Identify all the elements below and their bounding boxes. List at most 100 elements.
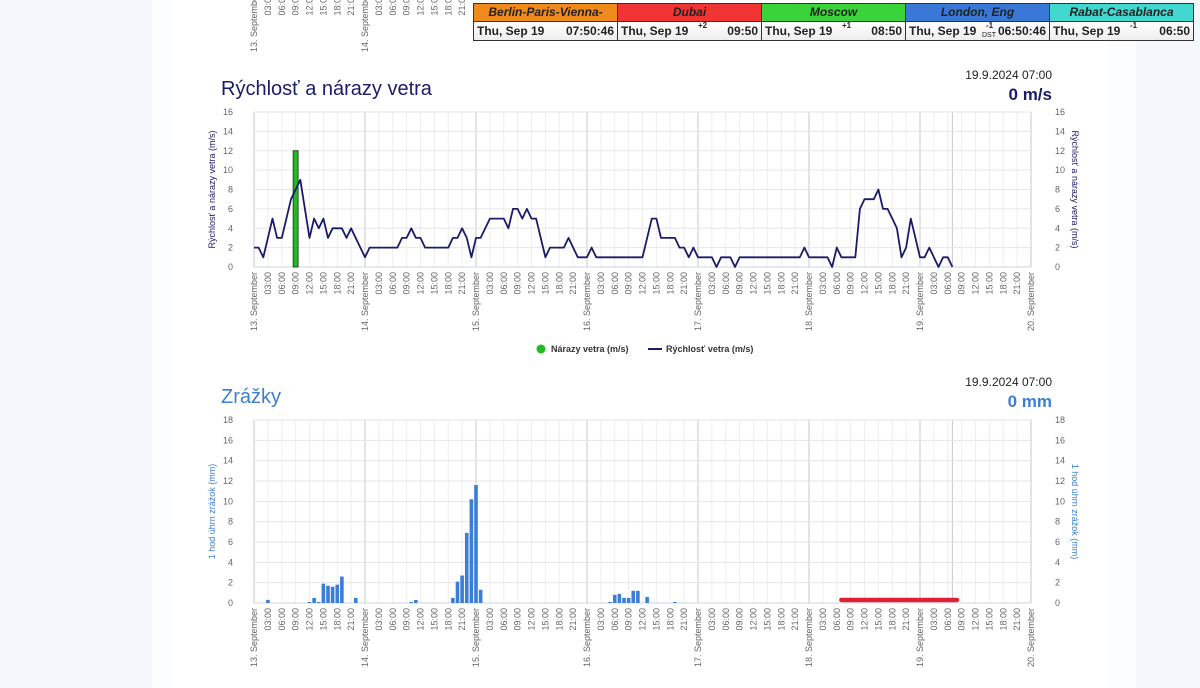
precip-y-tick-left: 0	[228, 598, 233, 608]
clock-date: Thu, Sep 19	[765, 24, 833, 38]
precip-x-tick-label: 03:00	[707, 608, 717, 631]
precip-x-tick-label: 18:00	[554, 608, 564, 631]
wind-y-axis-title-right: Rýchlosť a nárazy vetra (m/s)	[1070, 131, 1080, 249]
precip-x-tick-label: 16. September	[582, 608, 592, 667]
wind-x-tick-label: 03:00	[929, 272, 939, 295]
precip-bar	[631, 590, 636, 603]
wind-y-tick-right: 12	[1055, 146, 1065, 156]
precip-x-tick-label: 18:00	[332, 608, 342, 631]
precip-bar	[340, 576, 344, 603]
precip-y-tick-left: 2	[228, 578, 233, 588]
precip-y-tick-right: 4	[1055, 557, 1060, 567]
prev-chart-x-tick-label: 15:00	[318, 0, 328, 16]
wind-x-tick-label: 15:00	[762, 272, 772, 295]
precip-bar	[608, 601, 612, 603]
wind-x-tick-label: 13. September	[249, 272, 259, 331]
wind-x-tick-label: 12:00	[416, 272, 426, 295]
precip-x-tick-label: 12:00	[749, 608, 759, 631]
precip-x-tick-label: 15:00	[873, 608, 883, 631]
precip-y-tick-right: 6	[1055, 537, 1060, 547]
precip-x-tick-label: 21:00	[790, 608, 800, 631]
wind-y-axis-title-left: Rýchlosť a nárazy vetra (m/s)	[207, 131, 217, 249]
prev-chart-x-tick-label: 21:00	[457, 0, 467, 16]
precip-bar	[451, 597, 455, 603]
wind-y-tick-right: 6	[1055, 204, 1060, 214]
precip-x-tick-label: 15:00	[540, 608, 550, 631]
precip-x-tick-label: 12:00	[638, 608, 648, 631]
wind-x-tick-label: 06:00	[832, 272, 842, 295]
wind-x-tick-label: 12:00	[749, 272, 759, 295]
precip-x-tick-label: 03:00	[374, 608, 384, 631]
precip-current-value: 0 mm	[1007, 392, 1052, 411]
precip-x-tick-label: 15:00	[318, 608, 328, 631]
clock-dubai: Dubai Thu, Sep 19 +2 09:50	[617, 3, 761, 41]
clock-row: Thu, Sep 19 -1 DST 06:50:46	[906, 22, 1049, 40]
wind-x-tick-label: 03:00	[818, 272, 828, 295]
prev-chart-x-tick-label: 09:00	[402, 0, 412, 16]
precip-x-tick-label: 03:00	[263, 608, 273, 631]
wind-x-tick-label: 06:00	[943, 272, 953, 295]
precip-x-tick-label: 18. September	[804, 608, 814, 667]
precip-x-tick-label: 14. September	[360, 608, 370, 667]
precip-x-tick-label: 06:00	[277, 608, 287, 631]
precip-bar	[330, 586, 335, 603]
precip-x-tick-label: 03:00	[485, 608, 495, 631]
wind-x-tick-label: 15. September	[471, 272, 481, 331]
precip-bar	[622, 597, 626, 603]
wind-y-tick-left: 4	[228, 223, 233, 233]
wind-x-tick-label: 21:00	[901, 272, 911, 295]
precip-x-tick-label: 06:00	[610, 608, 620, 631]
precip-x-tick-label: 03:00	[929, 608, 939, 631]
precip-x-tick-label: 15:00	[429, 608, 439, 631]
wind-x-tick-label: 12:00	[860, 272, 870, 295]
precip-y-tick-left: 16	[223, 435, 233, 445]
wind-y-tick-left: 6	[228, 204, 233, 214]
clock-time: 06:50	[1159, 24, 1190, 38]
wind-y-tick-right: 14	[1055, 126, 1065, 136]
wind-x-tick-label: 03:00	[374, 272, 384, 295]
precip-x-tick-label: 20. September	[1026, 608, 1036, 667]
precip-bar	[353, 597, 358, 603]
wind-x-tick-label: 15:00	[318, 272, 328, 295]
precip-x-tick-label: 09:00	[402, 608, 412, 631]
wind-x-tick-label: 09:00	[846, 272, 856, 295]
precip-x-tick-label: 12:00	[860, 608, 870, 631]
precip-x-tick-label: 06:00	[721, 608, 731, 631]
wind-x-tick-label: 21:00	[790, 272, 800, 295]
precip-x-tick-label: 21:00	[679, 608, 689, 631]
wind-y-tick-left: 10	[223, 165, 233, 175]
clock-date: Thu, Sep 19	[909, 24, 977, 38]
precip-x-tick-label: 18:00	[665, 608, 675, 631]
wind-x-tick-label: 06:00	[610, 272, 620, 295]
wind-x-tick-label: 18:00	[776, 272, 786, 295]
prev-chart-x-tick-label: 21:00	[346, 0, 356, 16]
precip-timestamp: 19.9.2024 07:00	[965, 375, 1052, 389]
wind-x-tick-label: 12:00	[527, 272, 537, 295]
precip-y-axis-title-right: 1 hod úhrn zrážok (mm)	[1070, 464, 1080, 560]
clock-offset: -1	[986, 21, 994, 30]
wind-x-tick-label: 21:00	[679, 272, 689, 295]
wind-x-tick-label: 17. September	[693, 272, 703, 331]
precip-x-tick-label: 06:00	[943, 608, 953, 631]
precip-x-tick-label: 21:00	[346, 608, 356, 631]
wind-x-tick-label: 03:00	[707, 272, 717, 295]
clock-city: Rabat-Casablanca	[1050, 4, 1193, 22]
wind-x-tick-label: 15:00	[873, 272, 883, 295]
clock-city: London, Eng	[906, 4, 1049, 22]
wind-y-tick-right: 8	[1055, 185, 1060, 195]
precip-y-tick-left: 14	[223, 456, 233, 466]
precip-bar	[617, 593, 622, 603]
wind-x-tick-label: 15:00	[429, 272, 439, 295]
wind-y-tick-left: 2	[228, 243, 233, 253]
wind-x-tick-label: 18:00	[332, 272, 342, 295]
precip-x-tick-label: 12:00	[416, 608, 426, 631]
precip-x-tick-label: 06:00	[832, 608, 842, 631]
legend-gust-marker	[536, 344, 546, 354]
wind-x-tick-label: 21:00	[457, 272, 467, 295]
clock-offset: -1	[1130, 21, 1138, 30]
precip-x-tick-label: 21:00	[457, 608, 467, 631]
prev-chart-x-tick-label: 14. September	[360, 0, 370, 52]
wind-x-tick-label: 06:00	[388, 272, 398, 295]
precip-y-tick-right: 18	[1055, 415, 1065, 425]
